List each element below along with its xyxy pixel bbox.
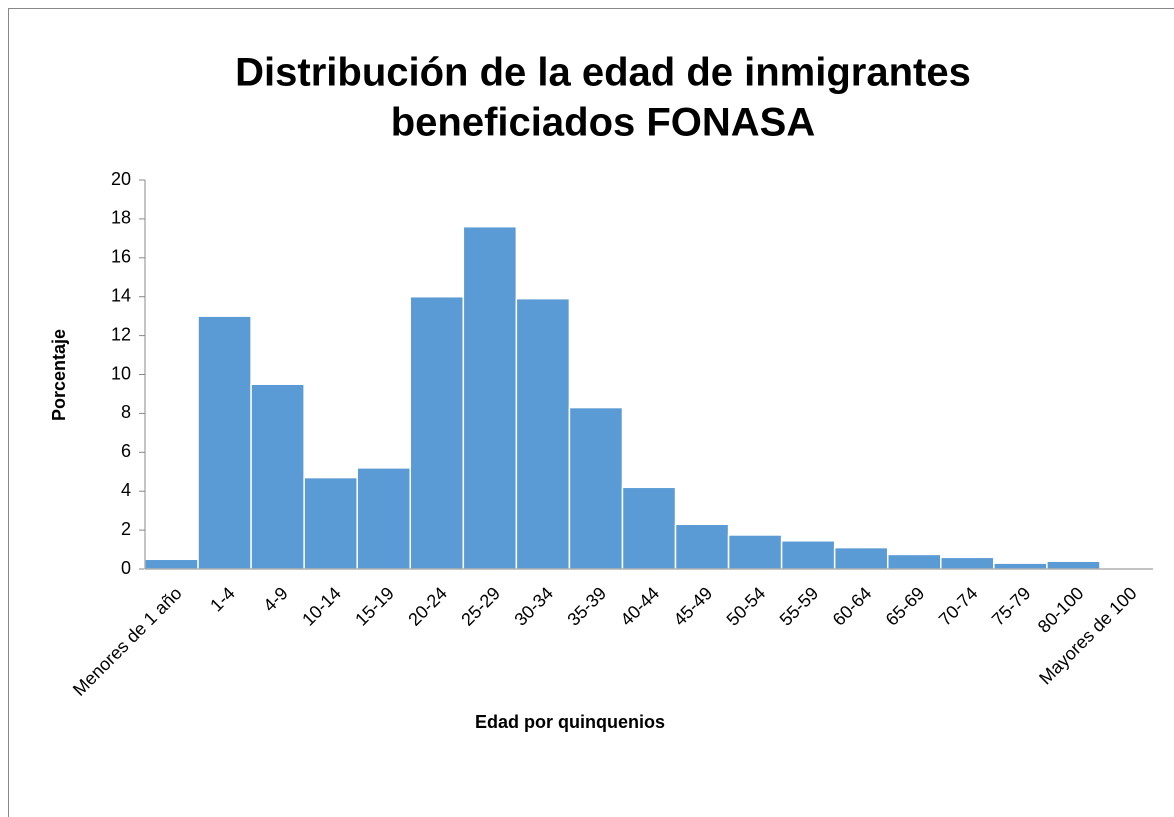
bar (197, 315, 252, 570)
bar (250, 383, 305, 570)
bar (621, 486, 677, 570)
bar (462, 225, 518, 570)
bar (303, 476, 358, 570)
y-tick-label: 2 (121, 519, 131, 539)
bar (356, 467, 412, 570)
y-axis-title: Porcentaje (49, 329, 69, 421)
bar (993, 562, 1048, 570)
bar (568, 406, 624, 570)
bar (940, 556, 995, 570)
y-tick-label: 18 (111, 208, 131, 228)
bar (674, 523, 730, 570)
bar (1046, 560, 1101, 570)
y-tick-label: 0 (121, 558, 131, 578)
bar (144, 558, 199, 570)
bar (886, 553, 942, 570)
x-axis-title: Edad por quinquenios (475, 712, 665, 732)
y-tick-label: 8 (121, 402, 131, 422)
chart-title: beneficiados FONASA (391, 101, 816, 145)
y-tick-label: 14 (111, 285, 131, 305)
y-tick-label: 10 (111, 363, 131, 383)
bar (833, 546, 889, 570)
y-tick-label: 16 (111, 247, 131, 267)
bar (780, 540, 836, 570)
bar (727, 534, 783, 570)
bar (515, 297, 571, 570)
y-tick-label: 20 (111, 169, 131, 189)
y-tick-label: 6 (121, 441, 131, 461)
bar (409, 295, 465, 570)
y-tick-label: 4 (121, 480, 131, 500)
y-tick-label: 12 (111, 324, 131, 344)
chart-title: Distribución de la edad de inmigrantes (235, 51, 971, 95)
